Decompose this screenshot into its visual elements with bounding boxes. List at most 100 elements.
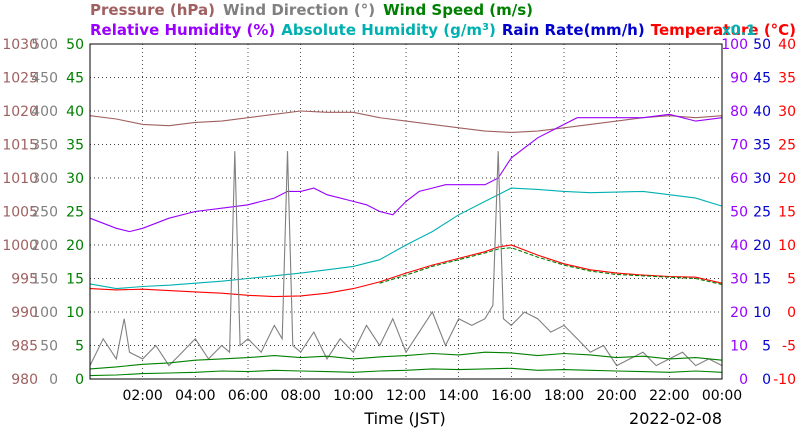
temperature-tick-label: 10 [778, 238, 796, 254]
rain-rate-tick-label: 0 [762, 372, 771, 388]
wind-speed-tick-label: 5 [75, 339, 84, 355]
series-temperature [89, 244, 723, 298]
legend-entry: Wind Direction (°) [223, 1, 375, 19]
rain-rate-tick-label: 45 [753, 71, 771, 87]
relative-humidity-tick-label: 90 [730, 71, 748, 87]
pressure-tick-label: 985 [11, 339, 38, 355]
pressure-tick-label: 990 [11, 305, 38, 321]
relative-humidity-tick-label: 70 [730, 138, 748, 154]
wind-direction-tick-label: 350 [31, 138, 58, 154]
x-tick-label: 10:00 [333, 388, 373, 404]
legend-entry: Rain Rate(mm/h) [502, 21, 645, 39]
x-axis: 02:00 04:00 06:00 08:00 10:00 12:00 14:00 16:00… [122, 388, 742, 404]
relative-humidity-tick-label: 20 [730, 305, 748, 321]
rain-scale-note: x0.1 [722, 23, 756, 39]
series-relative-humidity [89, 113, 723, 233]
relative-humidity-tick-label: 10 [730, 339, 748, 355]
series-wind-speed [89, 351, 723, 370]
wind-speed-tick-label: 25 [66, 205, 84, 221]
x-tick-label: 22:00 [649, 388, 689, 404]
legend-entry: Relative Humidity (%) [90, 21, 275, 39]
wind-speed-tick-label: 35 [66, 138, 84, 154]
series-wind-speed-gust [89, 367, 723, 377]
temperature-tick-label: 30 [778, 104, 796, 120]
date-label: 2022-02-08 [629, 409, 722, 428]
x-tick-label: 20:00 [596, 388, 636, 404]
pressure-tick-label: 1005 [2, 205, 38, 221]
relative-humidity-tick-label: 50 [730, 205, 748, 221]
x-axis-label: Time (JST) [363, 409, 445, 428]
relative-humidity-tick-label: 40 [730, 238, 748, 254]
temperature-tick-label: 20 [778, 171, 796, 187]
rain-rate-tick-label: 25 [753, 205, 771, 221]
relative-humidity-tick-label: 60 [730, 171, 748, 187]
pressure-tick-label: 980 [11, 372, 38, 388]
wind-direction-tick-label: 0 [49, 372, 58, 388]
rain-rate-tick-label: 35 [753, 138, 771, 154]
wind-direction-tick-label: 500 [31, 37, 58, 53]
temperature-tick-label: 25 [778, 138, 796, 154]
wind-direction-tick-label: 250 [31, 205, 58, 221]
left-axes: 9809859909951000100510101015102010251030… [2, 37, 84, 388]
right-axes: 0102030405060708090100051015202530354045… [721, 37, 796, 388]
wind-speed-tick-label: 0 [75, 372, 84, 388]
series-layer [89, 110, 723, 380]
pressure-tick-label: 1025 [2, 71, 38, 87]
rain-rate-tick-label: 20 [753, 238, 771, 254]
rain-rate-tick-label: 15 [753, 272, 771, 288]
relative-humidity-tick-label: 100 [721, 37, 748, 53]
pressure-tick-label: 1030 [2, 37, 38, 53]
legend-entry: Absolute Humidity (g/m3) [281, 21, 496, 39]
rain-rate-tick-label: 40 [753, 104, 771, 120]
x-tick-label: 08:00 [280, 388, 320, 404]
series-wind-direction [89, 151, 723, 367]
wind-speed-tick-label: 10 [66, 305, 84, 321]
temperature-tick-label: 15 [778, 205, 796, 221]
series-pressure [89, 110, 723, 133]
rain-rate-tick-label: 30 [753, 171, 771, 187]
x-tick-label: 06:00 [228, 388, 268, 404]
wind-direction-tick-label: 50 [40, 339, 58, 355]
relative-humidity-tick-label: 80 [730, 104, 748, 120]
x-tick-label: 14:00 [438, 388, 478, 404]
relative-humidity-tick-label: 0 [739, 372, 748, 388]
x-tick-label: 02:00 [122, 388, 162, 404]
x-tick-label: 12:00 [386, 388, 426, 404]
wind-direction-tick-label: 400 [31, 104, 58, 120]
temperature-tick-label: 5 [787, 272, 796, 288]
x-tick-label: 16:00 [491, 388, 531, 404]
legend-entry: Temperature (°C) [651, 21, 796, 39]
rain-rate-tick-label: 10 [753, 305, 771, 321]
temperature-tick-label: 35 [778, 71, 796, 87]
legend-entry: Pressure (hPa) [90, 1, 215, 19]
x-tick-label: 00:00 [702, 388, 742, 404]
wind-speed-tick-label: 50 [66, 37, 84, 53]
temperature-tick-label: 40 [778, 37, 796, 53]
temperature-tick-label: -10 [773, 372, 796, 388]
series-temperature-dew [379, 247, 723, 286]
temperature-tick-label: -5 [782, 339, 796, 355]
wind-direction-tick-label: 100 [31, 305, 58, 321]
pressure-tick-label: 1000 [2, 238, 38, 254]
relative-humidity-tick-label: 30 [730, 272, 748, 288]
wind-direction-tick-label: 150 [31, 272, 58, 288]
grid [90, 44, 722, 379]
legend: Pressure (hPa) Wind Direction (°) Wind Spe… [90, 1, 796, 39]
wind-direction-tick-label: 200 [31, 238, 58, 254]
pressure-tick-label: 1010 [2, 171, 38, 187]
wind-speed-tick-label: 40 [66, 104, 84, 120]
plot-frame [89, 43, 723, 380]
rain-rate-tick-label: 5 [762, 339, 771, 355]
wind-speed-tick-label: 45 [66, 71, 84, 87]
wind-speed-tick-label: 30 [66, 171, 84, 187]
x-tick-label: 04:00 [175, 388, 215, 404]
pressure-tick-label: 995 [11, 272, 38, 288]
pressure-tick-label: 1020 [2, 104, 38, 120]
pressure-tick-label: 1015 [2, 138, 38, 154]
wind-direction-tick-label: 300 [31, 171, 58, 187]
temperature-tick-label: 0 [787, 305, 796, 321]
wind-direction-tick-label: 450 [31, 71, 58, 87]
x-tick-label: 18:00 [544, 388, 584, 404]
wind-speed-tick-label: 20 [66, 238, 84, 254]
